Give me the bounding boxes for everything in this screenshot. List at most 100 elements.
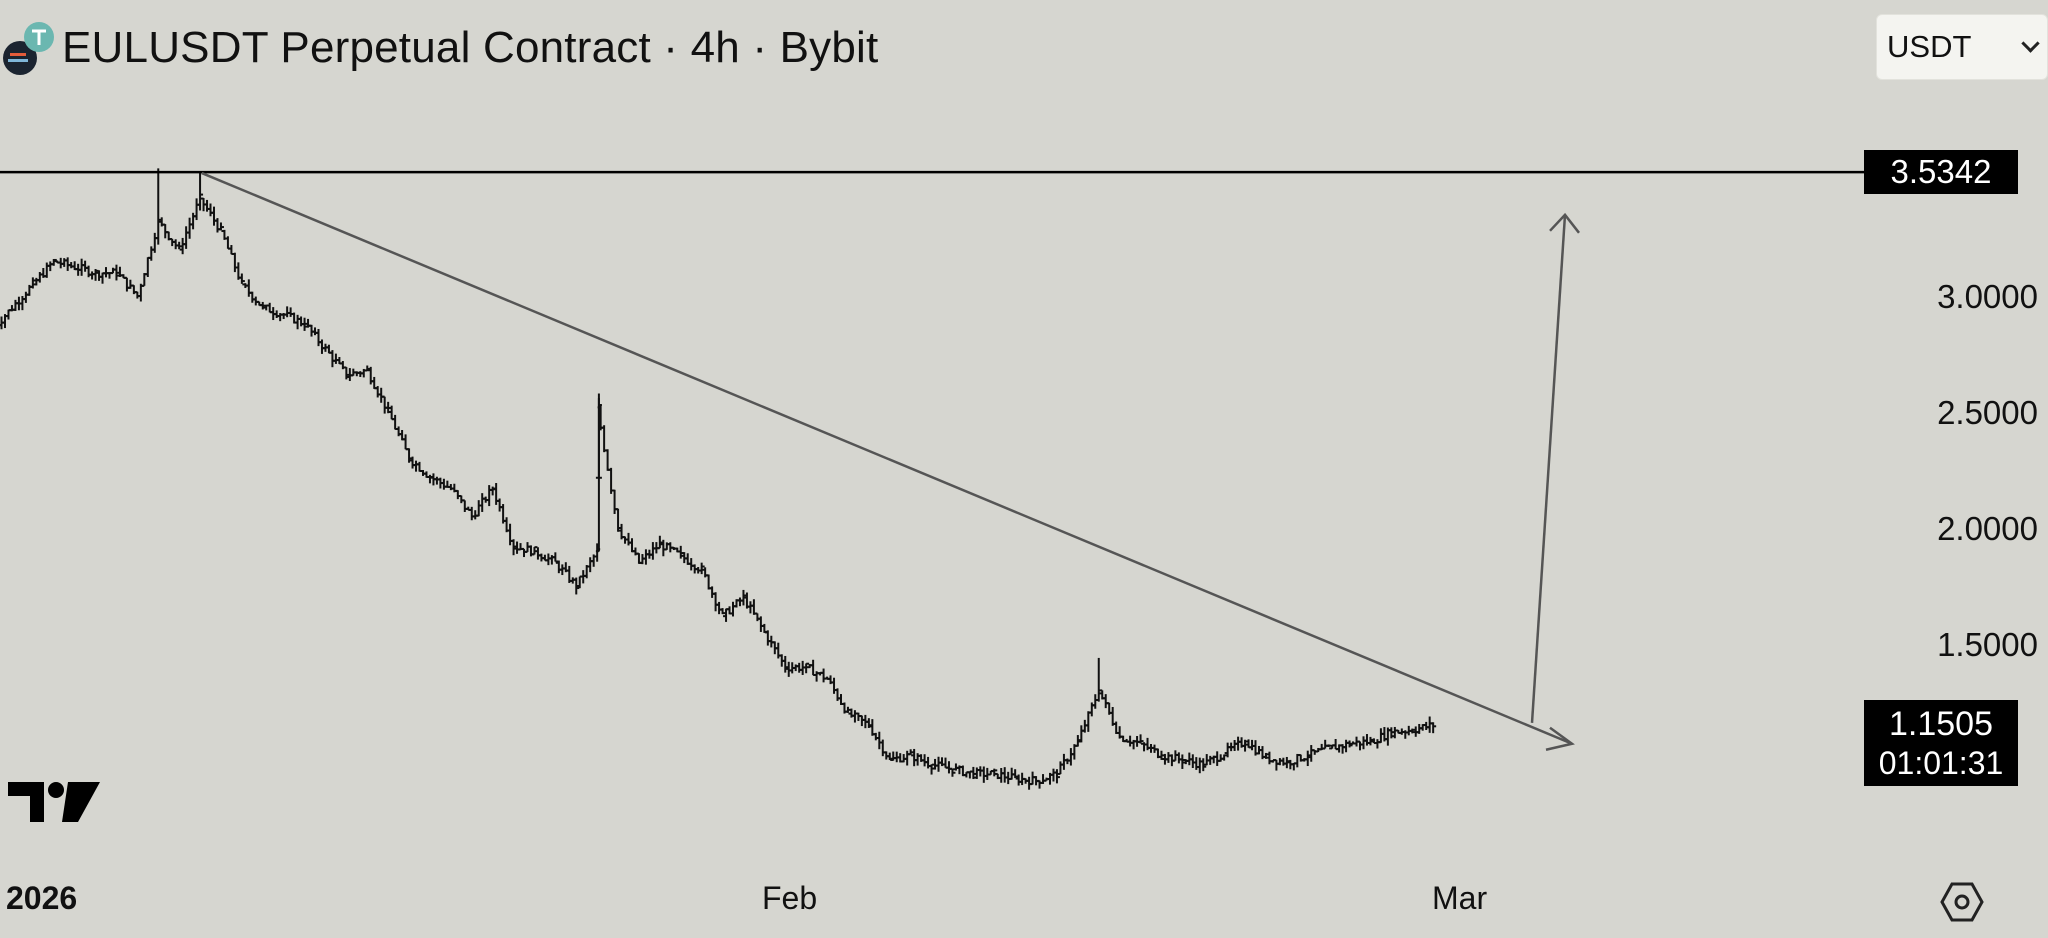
ohlc-bar — [552, 552, 559, 563]
ohlc-bar — [1175, 752, 1182, 764]
ohlc-bar — [555, 560, 562, 574]
ohlc-bar — [757, 616, 764, 632]
ohlc-bar — [604, 449, 611, 471]
projection-arrow[interactable] — [1530, 214, 1567, 723]
ohlc-bar — [92, 269, 99, 281]
ohlc-bar — [1165, 752, 1172, 763]
ohlc-bar — [1179, 754, 1186, 769]
ohlc-bar — [1343, 739, 1350, 753]
time-axis-label: 2026 — [6, 880, 78, 916]
ohlc-bar — [649, 542, 656, 560]
ohlc-bar — [144, 256, 151, 278]
ohlc-bar — [820, 668, 827, 683]
current-price: 1.1505 — [1889, 705, 1993, 743]
ohlc-bar — [698, 562, 705, 575]
price-axis-label: 3.0000 — [1937, 278, 2038, 315]
ohlc-bar — [183, 226, 190, 249]
ohlc-bar — [207, 203, 214, 217]
candles-layer — [0, 168, 1437, 790]
chart-header: EULUSDT Perpetual Contract · 4h · Bybit — [0, 18, 878, 78]
ohlc-bar — [1231, 740, 1238, 752]
settings-icon[interactable] — [1940, 880, 1984, 924]
ohlc-bar — [601, 425, 608, 453]
current-price-tag: 1.1505 01:01:31 — [1864, 700, 2018, 786]
ohlc-bar — [587, 557, 594, 573]
level-price-tag: 3.5342 — [1864, 150, 2018, 194]
ohlc-bar — [872, 732, 879, 741]
ohlc-bar — [176, 241, 183, 250]
ohlc-bar — [1322, 739, 1329, 750]
ohlc-bar — [1053, 769, 1060, 784]
bar-countdown: 01:01:31 — [1878, 745, 2004, 781]
ohlc-bar — [1060, 753, 1067, 770]
ohlc-bar — [803, 662, 810, 674]
ohlc-bar — [374, 386, 381, 398]
ohlc-bar — [1085, 711, 1092, 732]
ohlc-bar — [172, 239, 179, 250]
ohlc-bar — [479, 493, 486, 512]
ohlc-bar — [750, 599, 757, 615]
price-axis-label: 2.0000 — [1937, 510, 2038, 547]
ohlc-bar — [559, 564, 566, 576]
time-axis-label: Feb — [762, 880, 818, 916]
currency-value: USDT — [1887, 29, 1972, 64]
ohlc-bar — [1095, 657, 1102, 702]
ohlc-bar — [904, 750, 911, 766]
ohlc-bar — [312, 327, 319, 336]
ohlc-bar — [851, 710, 858, 723]
ohlc-bar — [876, 731, 883, 750]
ohlc-bar — [980, 766, 987, 783]
ohlc-bar — [998, 768, 1005, 783]
ohlc-bar — [315, 328, 322, 347]
ohlc-bar — [378, 387, 385, 403]
ohlc-bar — [656, 535, 663, 550]
ohlc-bar — [332, 353, 339, 364]
ohlc-bar — [886, 752, 893, 761]
time-axis-label: Mar — [1432, 880, 1488, 916]
ohlc-bar — [1067, 748, 1074, 766]
ohlc-bar — [33, 277, 40, 286]
ohlc-bar — [287, 307, 294, 317]
ohlc-bar — [1036, 779, 1043, 789]
ohlc-bar — [343, 366, 350, 380]
ohlc-bar — [1325, 744, 1332, 747]
ohlc-bar — [1346, 740, 1353, 748]
ohlc-bar — [907, 749, 914, 756]
ohlc-bar — [406, 448, 413, 463]
tradingview-logo-icon[interactable] — [6, 776, 102, 828]
ohlc-bar — [723, 608, 730, 622]
ohlc-bar — [928, 764, 935, 775]
ohlc-bar — [1102, 694, 1109, 709]
ohlc-bar — [1050, 768, 1057, 782]
ohlc-bar — [844, 706, 851, 713]
projection-arrowhead — [1549, 212, 1580, 234]
ohlc-bar — [764, 630, 771, 646]
chevron-down-icon — [2021, 34, 2040, 53]
ohlc-bar — [461, 499, 468, 513]
ohlc-bar — [1423, 721, 1430, 731]
ohlc-bar — [148, 246, 155, 261]
ohlc-bar — [89, 271, 96, 280]
ohlc-bar — [1273, 759, 1280, 771]
ohlc-bar — [468, 506, 475, 521]
currency-dropdown[interactable]: USDT — [1876, 14, 2048, 80]
ohlc-bar — [890, 751, 897, 761]
ohlc-bar — [496, 498, 503, 512]
ohlc-bar — [736, 597, 743, 607]
ohlc-bar — [82, 260, 89, 272]
ohlc-bar — [1430, 722, 1437, 734]
ohlc-bar — [186, 217, 193, 239]
descending-trendline[interactable] — [201, 171, 1573, 745]
ohlc-bar — [266, 302, 273, 314]
ohlc-bar — [371, 376, 378, 390]
ohlc-bar — [1207, 755, 1214, 765]
ohlc-bar — [392, 414, 399, 431]
ohlc-bar — [831, 677, 838, 694]
ohlc-bar — [935, 756, 942, 772]
ohlc-bar — [945, 761, 952, 774]
ohlc-bar — [628, 538, 635, 553]
ohlc-bar — [531, 546, 538, 556]
ohlc-bar — [642, 549, 649, 565]
ohlc-bar — [381, 395, 388, 414]
